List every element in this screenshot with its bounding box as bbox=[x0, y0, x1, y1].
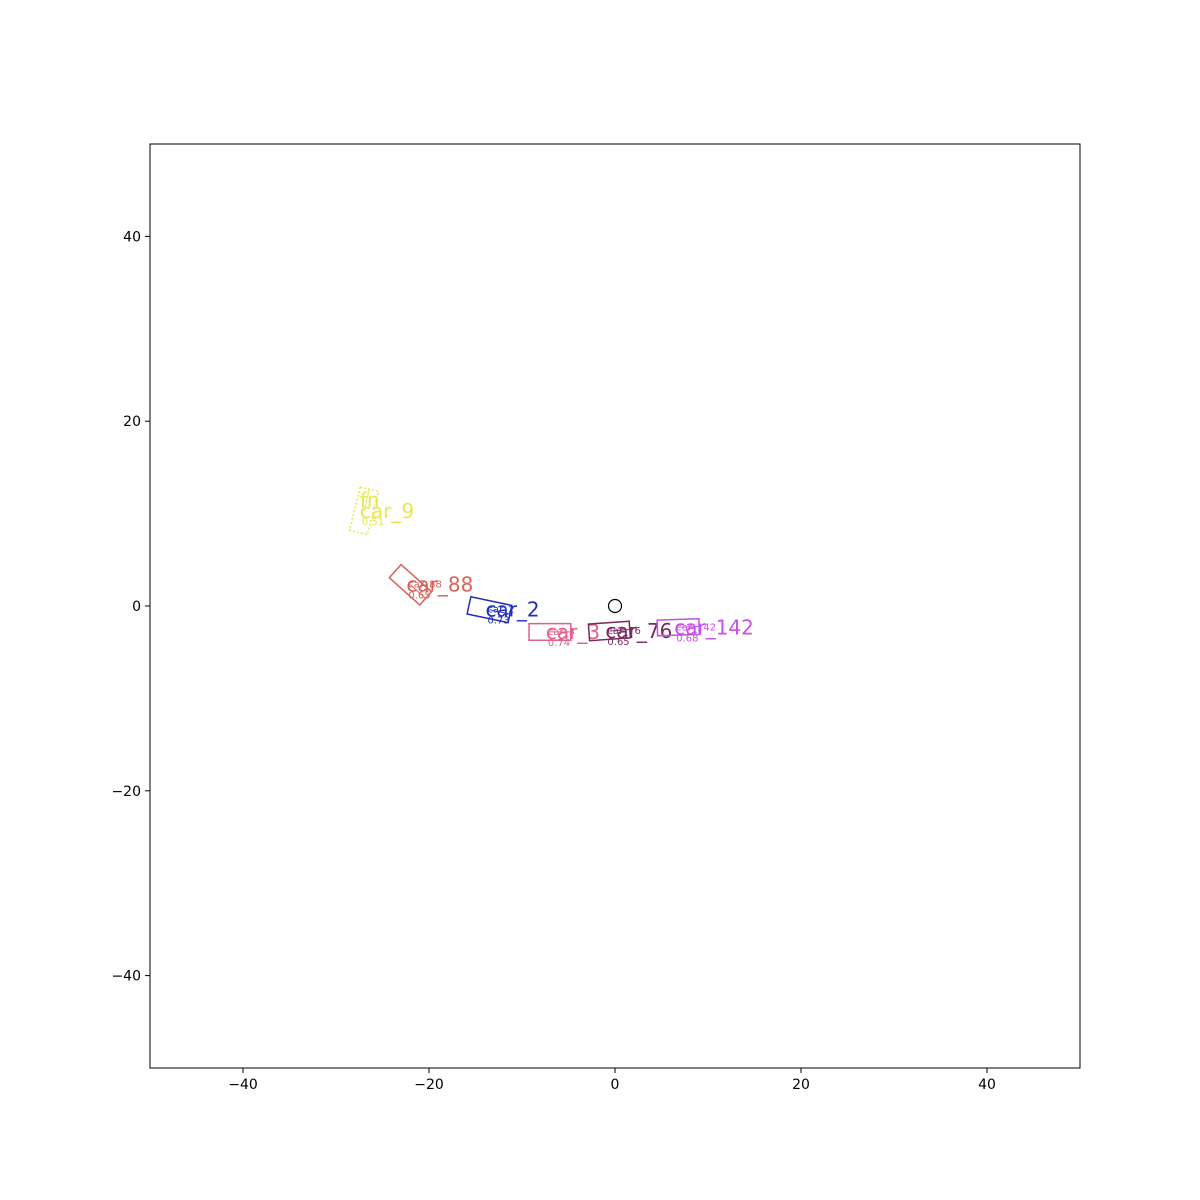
y-tick-label: 20 bbox=[123, 414, 141, 430]
heading-line bbox=[678, 626, 700, 628]
y-tick-label: −20 bbox=[111, 784, 141, 800]
detection-score: 0.73 bbox=[487, 616, 509, 627]
detection-score: 0.65 bbox=[408, 591, 430, 602]
detection-box bbox=[656, 617, 701, 637]
detection-id-text: car_142 bbox=[676, 622, 716, 633]
x-tick-label: 40 bbox=[978, 1077, 996, 1093]
detection-score: 0.74 bbox=[548, 638, 570, 649]
detection-score: 0.68 bbox=[676, 633, 698, 644]
detection-id-text: car_3 bbox=[548, 627, 575, 638]
detection-id-text: car_76 bbox=[607, 626, 640, 637]
detection-box bbox=[528, 622, 572, 641]
y-tick-label: 40 bbox=[123, 229, 141, 245]
axes: −40 −20 0 20 40 40 20 0 −20 −40 bbox=[111, 229, 995, 1093]
detection-box bbox=[587, 620, 632, 642]
detection-label: car_2 bbox=[485, 598, 539, 622]
heading-line bbox=[489, 609, 511, 615]
heading-line bbox=[363, 489, 370, 511]
x-tick-label: −40 bbox=[228, 1077, 258, 1093]
ego-vehicle-marker bbox=[607, 598, 623, 614]
detection-box bbox=[466, 595, 513, 624]
heading-line bbox=[410, 584, 426, 599]
y-tick-label: −40 bbox=[111, 969, 141, 985]
detection-id-text: car_88 bbox=[408, 580, 441, 591]
detection-id-text: car_2 bbox=[487, 605, 514, 616]
x-tick-label: −20 bbox=[414, 1077, 444, 1093]
detection-label: car_142 bbox=[674, 615, 754, 639]
detection-status-label: fn bbox=[360, 488, 380, 512]
detection-box bbox=[348, 486, 380, 536]
detection-score: 0.51 bbox=[362, 517, 384, 528]
detection-box bbox=[388, 563, 433, 606]
detection-label: car_88 bbox=[406, 573, 473, 597]
detection-label: car_76 bbox=[605, 619, 672, 643]
detection-score: 0.65 bbox=[607, 637, 629, 648]
x-tick-label: 20 bbox=[792, 1077, 810, 1093]
detection-label: car_9 bbox=[360, 499, 414, 523]
y-tick-label: 0 bbox=[132, 599, 141, 615]
plot-area: 0.51fncar_9car_880.65car_88car_20.73car_… bbox=[348, 486, 754, 649]
heading-line bbox=[609, 629, 630, 632]
x-tick-label: 0 bbox=[611, 1077, 620, 1093]
